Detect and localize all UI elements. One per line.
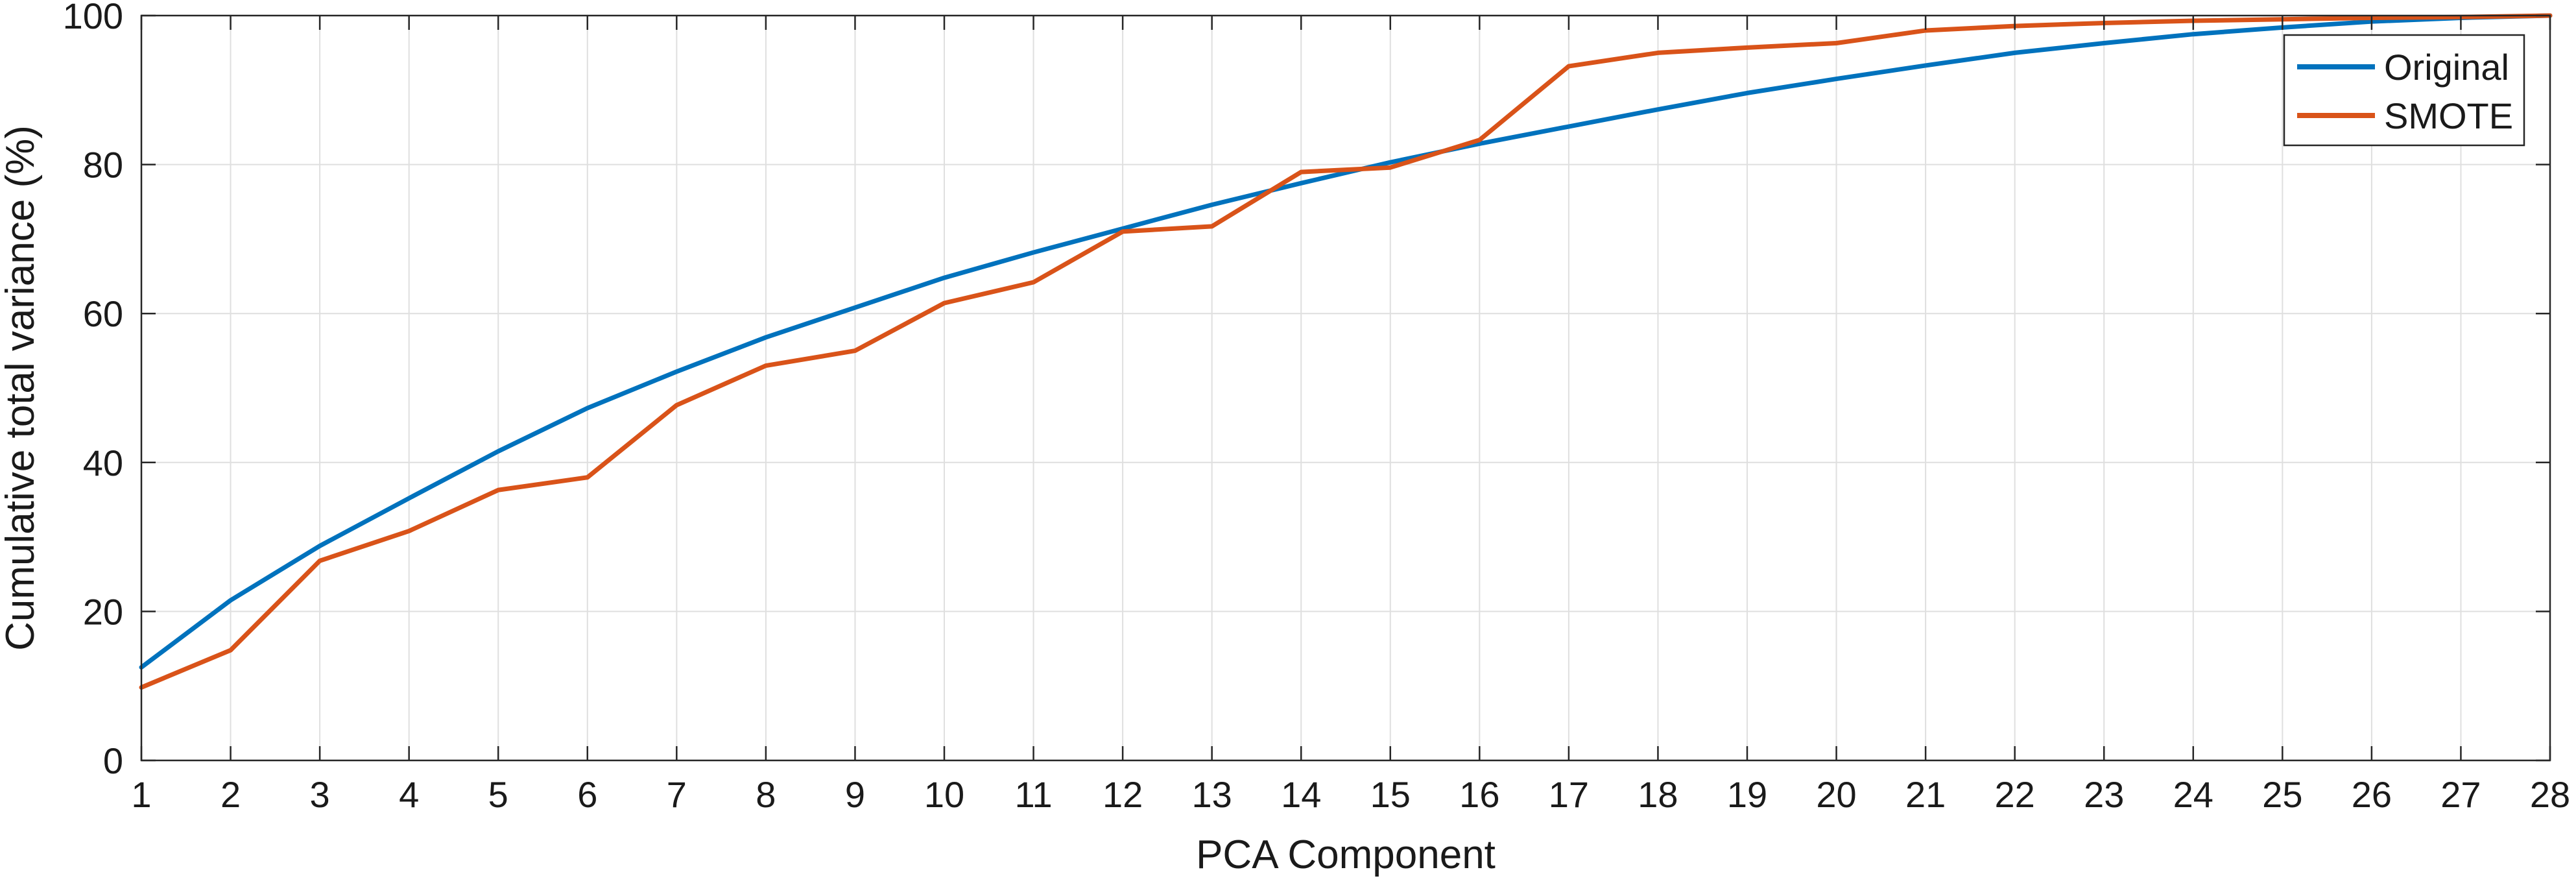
y-tick-label: 40 <box>83 442 123 483</box>
x-tick-label: 8 <box>756 774 776 815</box>
y-tick-label: 60 <box>83 293 123 334</box>
x-tick-label: 27 <box>2440 774 2481 815</box>
x-tick-label: 25 <box>2262 774 2302 815</box>
x-tick-label: 22 <box>1995 774 2035 815</box>
x-tick-label: 13 <box>1192 774 1232 815</box>
y-tick-label: 0 <box>103 740 123 781</box>
axis-ticks <box>140 14 2551 762</box>
legend-label-smote: SMOTE <box>2384 95 2513 136</box>
x-tick-label: 14 <box>1281 774 1321 815</box>
legend: Original SMOTE <box>2283 34 2525 147</box>
x-tick-label: 19 <box>1727 774 1767 815</box>
x-tick-label: 9 <box>845 774 865 815</box>
x-tick-label: 17 <box>1549 774 1589 815</box>
x-tick-label: 7 <box>667 774 687 815</box>
x-tick-label: 3 <box>310 774 330 815</box>
x-tick-label: 23 <box>2084 774 2124 815</box>
x-tick-label: 12 <box>1103 774 1143 815</box>
x-tick-label: 4 <box>399 774 419 815</box>
y-tick-label: 100 <box>63 0 123 36</box>
y-tick-label: 20 <box>83 591 123 632</box>
x-tick-label: 21 <box>1905 774 1946 815</box>
x-tick-label: 5 <box>488 774 508 815</box>
x-tick-label: 24 <box>2173 774 2213 815</box>
x-tick-label: 18 <box>1638 774 1678 815</box>
plot-area-frame <box>140 14 2551 762</box>
series-line-smote <box>139 13 2553 690</box>
x-tick-label: 16 <box>1459 774 1499 815</box>
x-tick-label: 26 <box>2352 774 2392 815</box>
axis-tick-labels: 1 2 3 4 5 6 7 8 9 10 11 12 13 14 15 16 17 18 19 20 21 22 23 24 2… <box>63 0 2571 815</box>
legend-box <box>2283 34 2525 147</box>
x-tick-label: 28 <box>2530 774 2570 815</box>
y-axis-label: Cumulative total variance (%) <box>0 125 43 651</box>
x-tick-label: 11 <box>1014 774 1052 815</box>
legend-label-original: Original <box>2384 47 2509 88</box>
x-tick-label: 6 <box>577 774 597 815</box>
x-tick-label: 20 <box>1816 774 1856 815</box>
y-tick-label: 80 <box>83 145 123 186</box>
x-tick-label: 2 <box>221 774 241 815</box>
series-line-original <box>139 13 2553 670</box>
x-axis-label: PCA Component <box>1196 832 1496 877</box>
x-tick-label: 15 <box>1370 774 1411 815</box>
x-tick-label: 1 <box>131 774 151 815</box>
x-tick-label: 10 <box>924 774 964 815</box>
plot-area-background <box>141 16 2550 760</box>
